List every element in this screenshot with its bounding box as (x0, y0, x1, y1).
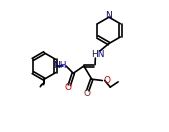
Text: O: O (103, 76, 110, 85)
Text: HN: HN (91, 50, 104, 59)
Text: O: O (65, 83, 71, 92)
Text: O: O (83, 89, 90, 98)
Text: N: N (106, 11, 112, 20)
Text: NH: NH (53, 62, 67, 70)
